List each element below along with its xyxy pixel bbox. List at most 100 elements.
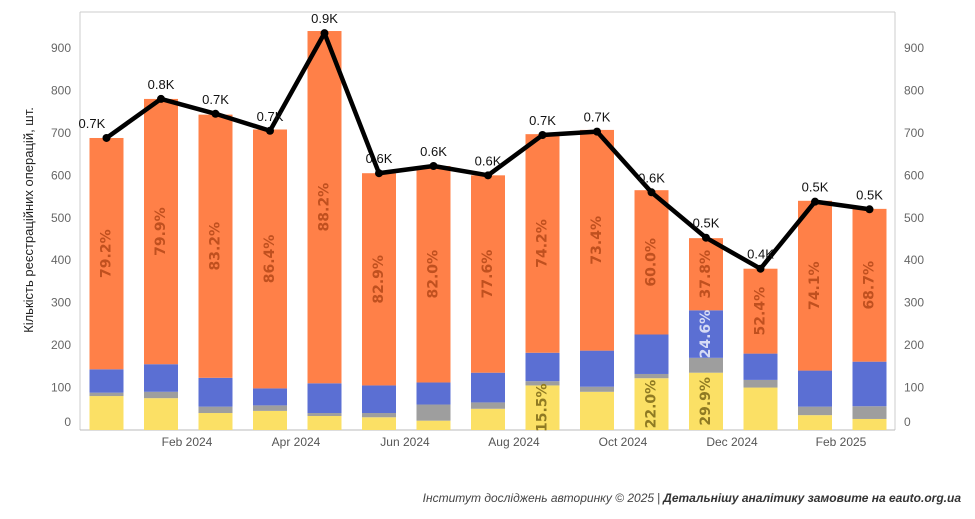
total-line-point: [102, 133, 111, 142]
bar-segment-blue: [852, 361, 887, 407]
y-tick-left: 500: [51, 211, 71, 225]
bar-segment-yellow: [416, 420, 451, 430]
bar-segment-blue: [198, 377, 233, 407]
bar-segment-blue: [471, 372, 505, 403]
segment-label-orange: 82.0%: [426, 250, 442, 299]
bar-segment-gray: [743, 379, 778, 388]
bar-segment-gray: [198, 406, 233, 414]
bar-segment-gray: [689, 357, 723, 373]
bar-segment-orange: [416, 165, 451, 383]
segment-label-orange: 86.4%: [262, 235, 278, 284]
bar-segment-gray: [362, 413, 396, 418]
total-line-label: 0.5K: [693, 216, 720, 231]
x-tick-label: Dec 2024: [706, 435, 758, 449]
total-line-point: [375, 169, 383, 178]
total-line-label: 0.5K: [802, 180, 829, 195]
bar-segment-orange: [253, 129, 287, 389]
y-tick-left: 700: [51, 126, 71, 140]
footer-credit: Інститут досліджень авторинку © 2025 | Дет…: [423, 491, 961, 505]
segment-label-orange: 74.1%: [807, 261, 823, 310]
footer-separator: |: [657, 491, 661, 505]
y-axis-left-ticks: 0 100 200 300 400 500 600 700 800 900: [51, 41, 71, 429]
segment-label-orange: 88.2%: [317, 183, 333, 232]
bar-segment-orange: [743, 268, 778, 354]
total-line-point: [865, 205, 874, 214]
bar-segment-orange: [634, 190, 669, 335]
bar-segment-gray: [253, 405, 287, 411]
y-axis-title: Кількість реєстраційних операцій, шт.: [21, 107, 36, 333]
bar-segment-blue: [743, 353, 778, 380]
bar-segment-blue: [89, 369, 124, 393]
bar-segment-blue: [253, 388, 287, 406]
y-tick-right: 800: [904, 83, 924, 97]
total-line-point: [484, 171, 492, 180]
bar-segment-orange: [89, 137, 124, 370]
bar-segment-blue: [307, 383, 342, 414]
segment-label-orange: 79.2%: [99, 229, 115, 278]
segment-label-orange: 37.8%: [698, 250, 714, 299]
total-line-point: [211, 109, 220, 118]
bar-segment-yellow: [89, 396, 124, 430]
total-line-label: 0.7K: [257, 109, 284, 124]
y-axis-right-ticks: 0 100 200 300 400 500 600 700 800 900: [904, 41, 924, 429]
bar-segment-yellow: [198, 413, 233, 430]
total-line-point: [811, 197, 819, 206]
bar-segment-blue: [144, 364, 178, 392]
total-line-label: 0.6K: [366, 151, 393, 166]
bar-segment-gray: [307, 413, 342, 416]
total-line-label: 0.6K: [475, 153, 502, 168]
total-line-point: [702, 233, 710, 242]
segment-label-blue: 24.6%: [698, 310, 714, 359]
bar-segment-gray: [798, 406, 832, 416]
y-tick-left: 400: [51, 253, 71, 267]
total-line-label: 0.7K: [79, 116, 106, 131]
bar-segment-blue: [798, 370, 832, 407]
bar-segment-yellow: [307, 415, 342, 430]
bar-segment-yellow: [634, 378, 669, 430]
y-tick-right: 0: [904, 415, 911, 429]
bar-segment-blue: [689, 310, 723, 358]
bar-segment-orange: [471, 175, 505, 373]
y-tick-left: 0: [64, 415, 71, 429]
bar-segment-blue: [416, 382, 451, 405]
total-line-label: 0.4K: [747, 247, 774, 262]
segment-label-orange: 52.4%: [753, 287, 769, 336]
bar-segment-yellow: [689, 372, 723, 430]
total-line-point: [538, 131, 547, 140]
total-line-label: 0.7K: [584, 110, 611, 125]
total-line-point: [157, 94, 165, 103]
x-axis-ticks: Feb 2024 Apr 2024 Jun 2024 Aug 2024 Oct 2024…: [162, 435, 867, 449]
y-tick-right: 100: [904, 381, 924, 395]
total-line-point: [756, 264, 765, 273]
bar-segment-yellow: [471, 408, 505, 430]
total-line-label: 0.7K: [529, 113, 556, 128]
bar-segment-orange: [689, 238, 723, 311]
total-line-point: [593, 127, 601, 136]
total-line-point: [429, 161, 438, 170]
total-line: 0.7K 0.8K 0.7K 0.7K 0.9K 0.6K 0.6K 0.6K 0.7K 0.7K…: [79, 11, 883, 273]
total-line-point: [320, 29, 329, 38]
bar-segment-yellow: [798, 415, 832, 430]
segment-label-orange: 74.2%: [535, 219, 551, 268]
bar-segment-orange: [307, 31, 342, 384]
x-tick-label: Jun 2024: [380, 435, 430, 449]
x-tick-label: Apr 2024: [272, 435, 321, 449]
y-tick-right: 700: [904, 126, 924, 140]
y-tick-right: 500: [904, 211, 924, 225]
x-tick-label: Oct 2024: [599, 435, 648, 449]
segment-label-orange: 60.0%: [644, 238, 660, 287]
total-line-label: 0.7K: [202, 92, 229, 107]
bar-segment-orange: [525, 134, 560, 353]
segment-label-orange: 73.4%: [589, 216, 605, 265]
bar-segment-gray: [580, 386, 614, 392]
bar-segment-yellow: [253, 410, 287, 430]
y-tick-left: 800: [51, 83, 71, 97]
total-line-label: 0.6K: [638, 170, 665, 185]
total-line-label: 0.6K: [420, 144, 447, 159]
bar-segment-yellow: [144, 398, 178, 430]
total-line-label: 0.5K: [856, 187, 883, 202]
segment-label-yellow: 22.0%: [644, 380, 660, 429]
y-tick-left: 200: [51, 338, 71, 352]
bar-segment-gray: [144, 391, 178, 399]
bar-segment-blue: [362, 385, 396, 414]
